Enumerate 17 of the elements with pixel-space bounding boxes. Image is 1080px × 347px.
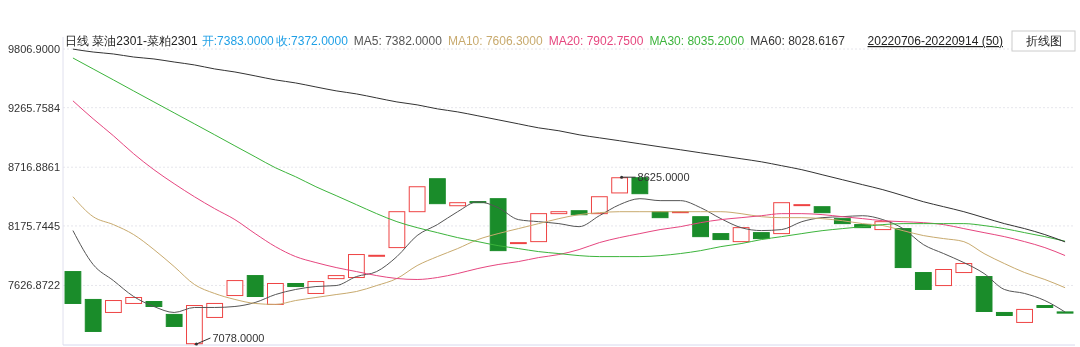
text: 收:7372.0000 <box>275 34 349 48</box>
text: MA60: 8028.6167 <box>750 34 846 48</box>
text: MA10: 7606.3000 <box>447 34 543 48</box>
y-tick-label: 7626.8722 <box>8 279 60 292</box>
chart-title: 日线 菜油2301-菜粕2301 <box>65 34 199 48</box>
text: MA5: 7382.0000 <box>353 34 443 48</box>
text: MA30: 8035.2000 <box>649 34 745 48</box>
y-tick-label: 9806.9000 <box>8 42 60 55</box>
annotation: 8625.0000 <box>637 171 690 184</box>
text: 20220706-20220914 (50) <box>867 34 1003 48</box>
text: MA20: 7902.7500 <box>548 34 644 48</box>
y-tick-label: 9265.7584 <box>8 101 60 114</box>
text: 折线图 <box>1025 34 1062 48</box>
text: 开:7383.0000 <box>201 34 275 48</box>
y-tick-label: 8716.8861 <box>8 161 60 174</box>
annotation: 7078.0000 <box>212 331 265 344</box>
y-tick-label: 8175.7445 <box>8 219 60 232</box>
